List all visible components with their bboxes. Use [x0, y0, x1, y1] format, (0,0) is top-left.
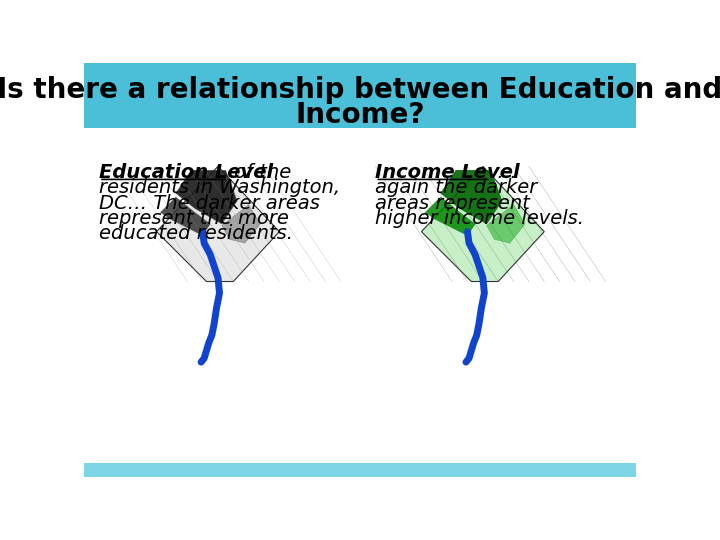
Text: residents in Washington,: residents in Washington,	[99, 178, 340, 197]
Text: …: …	[490, 163, 516, 182]
Text: Is there a relationship between Education and: Is there a relationship between Educatio…	[0, 76, 720, 104]
Text: represent the more: represent the more	[99, 209, 289, 228]
Text: higher income levels.: higher income levels.	[375, 209, 585, 228]
Polygon shape	[421, 166, 544, 281]
Polygon shape	[487, 205, 525, 243]
FancyBboxPatch shape	[84, 463, 636, 477]
FancyBboxPatch shape	[84, 63, 636, 128]
Text: DC… The darker areas: DC… The darker areas	[99, 193, 320, 213]
Polygon shape	[156, 166, 279, 281]
Text: areas represent: areas represent	[375, 193, 530, 213]
Polygon shape	[176, 170, 237, 224]
Text: Education Level: Education Level	[99, 163, 273, 182]
Polygon shape	[222, 205, 260, 243]
Text: Income Level: Income Level	[375, 163, 520, 182]
Text: Income?: Income?	[295, 101, 425, 129]
Text: educated residents.: educated residents.	[99, 224, 293, 244]
Text: of the: of the	[228, 163, 291, 182]
Text: again the darker: again the darker	[375, 178, 538, 197]
Polygon shape	[441, 170, 502, 224]
Polygon shape	[161, 197, 210, 235]
Polygon shape	[426, 197, 475, 235]
